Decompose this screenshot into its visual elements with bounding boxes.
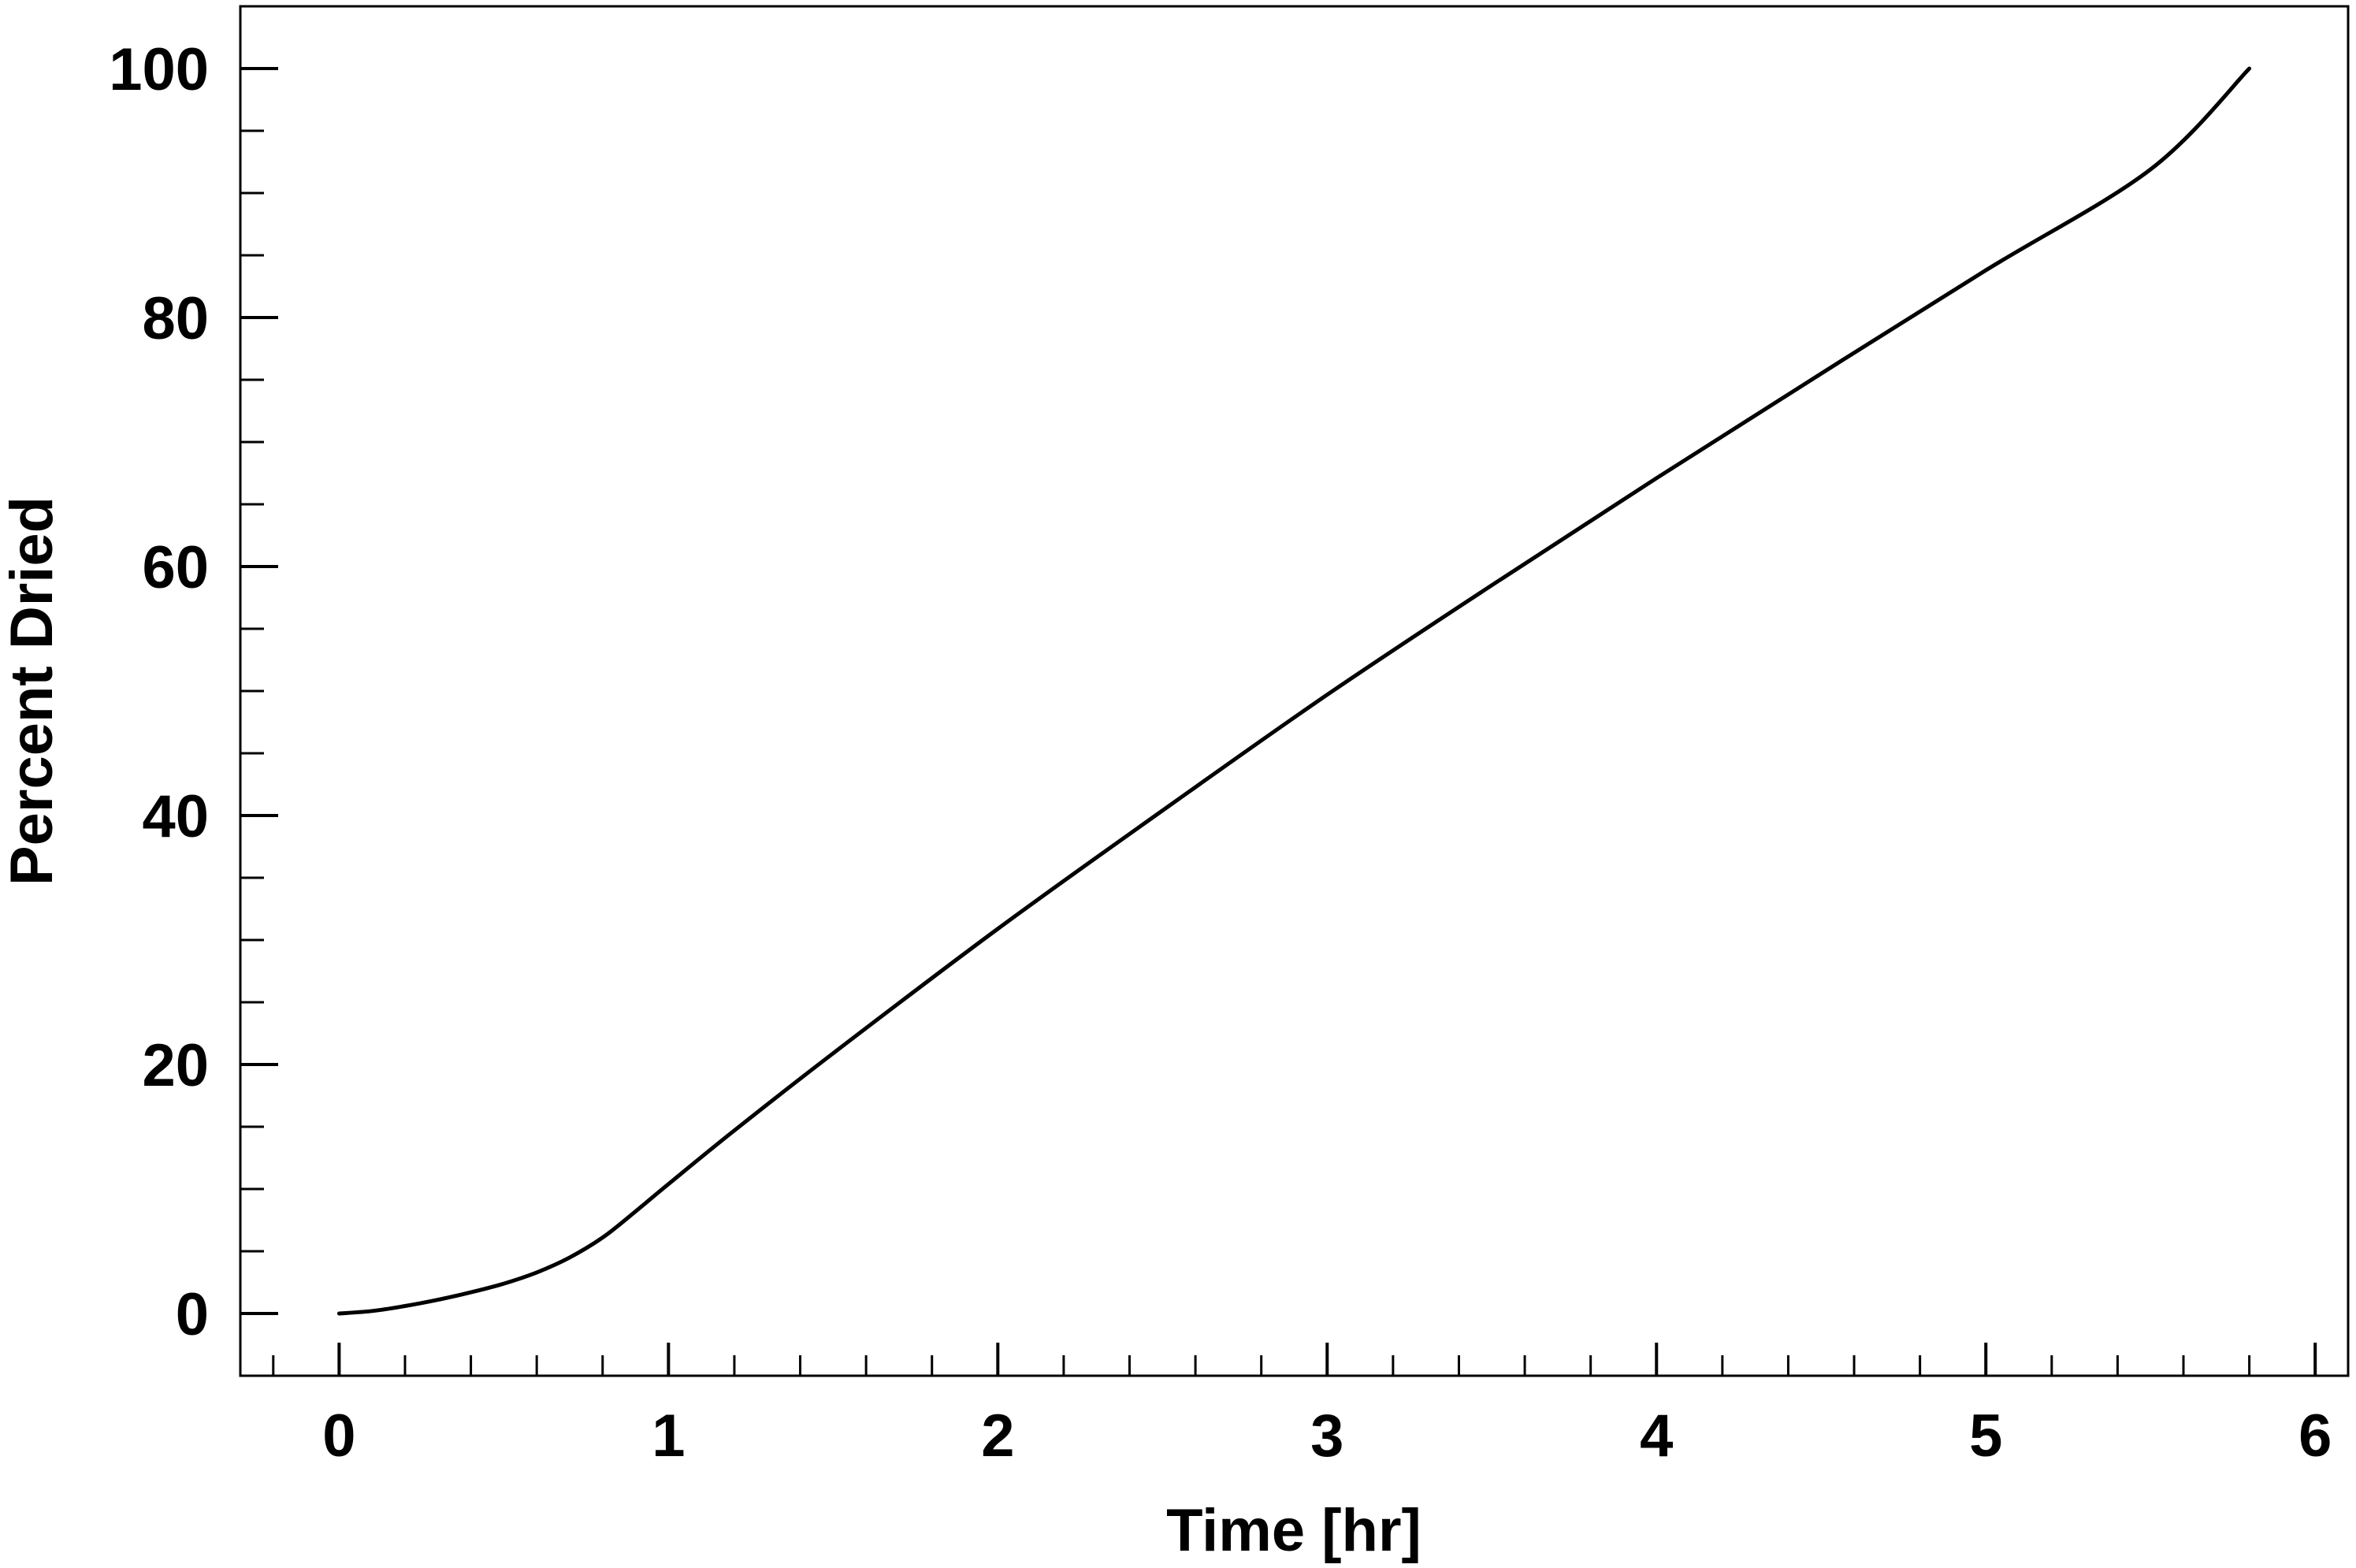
x-tick-label: 1 bbox=[652, 1403, 685, 1470]
plot-frame bbox=[239, 5, 2350, 1377]
major-ticks bbox=[240, 67, 2317, 1376]
y-tick-label: 40 bbox=[142, 783, 209, 850]
x-axis-label: Time [hr] bbox=[1166, 1497, 1421, 1564]
x-tick-label: 2 bbox=[981, 1403, 1014, 1470]
x-tick-label: 6 bbox=[2298, 1403, 2332, 1470]
y-tick-label: 80 bbox=[142, 285, 209, 352]
y-axis-label: Percent Dried bbox=[0, 496, 65, 886]
y-tick-label: 20 bbox=[142, 1032, 209, 1099]
minor-ticks bbox=[240, 5, 2251, 1377]
series-line bbox=[336, 66, 2252, 1316]
y-tick-label: 100 bbox=[109, 36, 209, 103]
x-tick-label: 3 bbox=[1310, 1403, 1343, 1470]
x-tick-label: 4 bbox=[1640, 1403, 1673, 1470]
y-tick-label: 60 bbox=[142, 534, 209, 601]
x-tick-label: 0 bbox=[322, 1403, 355, 1470]
y-tick-label: 0 bbox=[176, 1281, 209, 1348]
x-tick-label: 5 bbox=[1969, 1403, 2002, 1470]
